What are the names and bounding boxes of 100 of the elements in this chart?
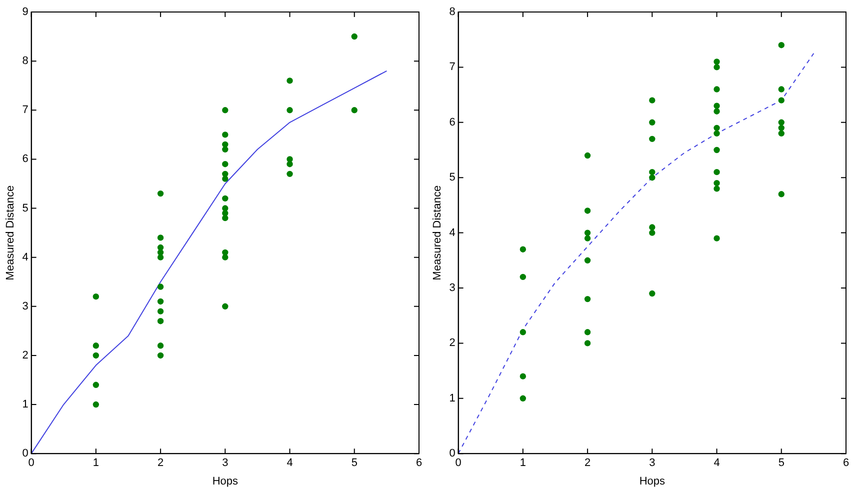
point <box>649 224 656 230</box>
y-tick-label: 4 <box>22 251 28 264</box>
point <box>584 329 591 336</box>
y-tick-label: 0 <box>22 448 28 460</box>
point <box>222 303 228 310</box>
point <box>649 174 656 181</box>
x-axis-title: Hops <box>212 475 238 488</box>
point <box>584 230 591 236</box>
x-tick-label: 4 <box>714 457 720 470</box>
point <box>157 249 164 256</box>
point <box>92 293 100 300</box>
point <box>778 191 784 198</box>
point <box>222 249 228 256</box>
y-tick-label: 8 <box>449 6 456 18</box>
point <box>157 234 164 241</box>
x-tick-label: 3 <box>649 457 656 470</box>
point <box>714 108 720 114</box>
y-tick-label: 3 <box>449 282 456 294</box>
y-tick-label: 3 <box>22 300 28 312</box>
x-tick-label: 2 <box>584 457 591 470</box>
x-tick-label: 1 <box>92 457 99 470</box>
point <box>351 33 358 40</box>
x-tick-label: 4 <box>286 457 293 470</box>
point <box>778 124 784 132</box>
point <box>157 284 164 290</box>
y-tick-label: 0 <box>449 448 456 460</box>
point <box>222 254 228 260</box>
point <box>520 246 526 252</box>
point <box>222 170 228 178</box>
point <box>92 401 100 408</box>
y-tick-label: 8 <box>22 55 28 68</box>
point <box>157 352 164 359</box>
point <box>649 290 656 297</box>
point <box>584 152 591 159</box>
y-tick-label: 2 <box>22 350 28 362</box>
point <box>286 170 293 178</box>
point <box>222 132 228 138</box>
y-axis-title: Measured Distance <box>4 185 17 280</box>
point <box>222 210 228 216</box>
point <box>157 190 164 197</box>
point <box>649 136 656 142</box>
point <box>92 352 100 359</box>
point <box>714 146 720 154</box>
point <box>157 298 164 305</box>
x-tick-label: 6 <box>416 457 422 470</box>
point <box>778 97 784 104</box>
point <box>778 130 784 137</box>
point <box>778 42 784 48</box>
point <box>714 186 720 192</box>
point <box>714 64 720 70</box>
point <box>714 58 720 65</box>
point <box>222 214 228 222</box>
point <box>714 86 720 92</box>
point <box>157 318 164 324</box>
point <box>714 168 720 176</box>
point <box>222 141 228 148</box>
point <box>222 146 228 152</box>
y-tick-label: 6 <box>449 116 456 128</box>
point <box>157 308 164 314</box>
point <box>584 235 591 242</box>
point <box>649 97 656 104</box>
point <box>778 119 784 126</box>
x-tick-label: 5 <box>351 457 358 470</box>
point <box>222 176 228 182</box>
y-tick-label: 5 <box>22 202 28 214</box>
point <box>714 102 720 109</box>
point <box>649 168 656 176</box>
point <box>222 205 228 212</box>
y-tick-label: 1 <box>449 392 456 404</box>
point <box>286 107 293 114</box>
x-tick-label: 2 <box>157 457 164 470</box>
point <box>520 395 526 402</box>
x-tick-label: 1 <box>520 457 526 470</box>
point <box>649 119 656 126</box>
y-tick-label: 4 <box>449 226 456 239</box>
point <box>351 107 358 114</box>
point <box>520 329 526 336</box>
point <box>714 235 720 242</box>
point <box>157 244 164 251</box>
y-tick-label: 7 <box>22 104 28 116</box>
point <box>649 230 656 236</box>
y-tick-label: 5 <box>449 172 456 184</box>
x-axis-title: Hops <box>639 475 666 488</box>
point <box>714 180 720 186</box>
point <box>286 78 293 84</box>
y-axis-title: Measured Distance <box>432 185 444 280</box>
point <box>520 373 526 380</box>
point <box>286 161 293 168</box>
point <box>222 195 228 202</box>
y-tick-label: 9 <box>22 6 28 18</box>
point <box>92 382 100 388</box>
point <box>584 208 591 214</box>
point <box>520 274 526 280</box>
point <box>92 342 100 349</box>
x-tick-label: 5 <box>778 457 784 470</box>
y-tick-label: 2 <box>449 337 456 350</box>
point <box>222 161 228 168</box>
y-tick-label: 1 <box>22 398 28 411</box>
point <box>584 296 591 302</box>
y-tick-label: 7 <box>449 61 456 74</box>
